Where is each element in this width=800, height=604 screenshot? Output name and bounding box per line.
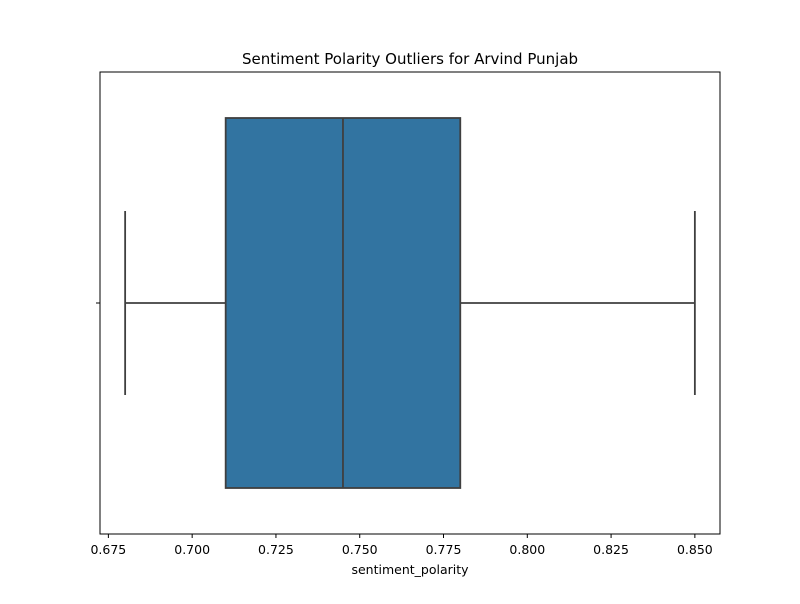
x-tick-label: 0.825 bbox=[593, 542, 629, 557]
x-tick-label: 0.700 bbox=[174, 542, 210, 557]
x-tick-label: 0.725 bbox=[258, 542, 294, 557]
x-tick-label: 0.675 bbox=[90, 542, 126, 557]
chart-title: Sentiment Polarity Outliers for Arvind P… bbox=[242, 50, 578, 68]
x-tick-label: 0.775 bbox=[426, 542, 462, 557]
x-tick-label: 0.850 bbox=[677, 542, 713, 557]
plot-area: 0.675 0.700 0.725 0.750 0.775 0.800 0.825 0.850 bbox=[90, 71, 721, 557]
x-tick-label: 0.800 bbox=[509, 542, 545, 557]
x-tick-label: 0.750 bbox=[342, 542, 378, 557]
x-axis-title: sentiment_polarity bbox=[351, 562, 469, 577]
